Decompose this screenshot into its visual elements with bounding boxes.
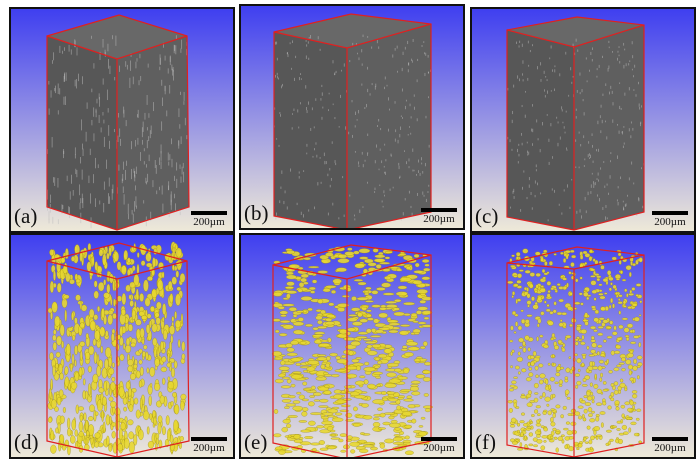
scale-bar-line	[191, 437, 227, 441]
scale-bar: 200µm	[652, 211, 688, 228]
scale-bar-line	[652, 211, 688, 215]
scale-bar-line	[421, 437, 457, 441]
scale-bar-line	[421, 208, 457, 212]
scale-bar-label: 200µm	[193, 216, 225, 228]
rendering-d	[11, 235, 233, 457]
scale-bar-label: 200µm	[654, 442, 686, 454]
scale-bar-label: 200µm	[654, 216, 686, 228]
panel-f: (f) 200µm	[470, 233, 696, 459]
scale-bar-line	[191, 211, 227, 215]
scale-bar: 200µm	[421, 437, 457, 454]
bounding-box-edges	[273, 13, 432, 228]
panel-label: (d)	[14, 430, 39, 454]
rendering-c	[472, 9, 694, 231]
panel-e: (e) 200µm	[239, 233, 465, 459]
scale-bar: 200µm	[191, 211, 227, 228]
panel-label: (b)	[244, 201, 269, 225]
bounding-box-edges	[506, 246, 645, 457]
panel-b: (b) 200µm	[239, 4, 465, 230]
bounding-box-edges	[46, 14, 190, 231]
scale-bar: 200µm	[191, 437, 227, 454]
bounding-box-edges	[506, 16, 645, 231]
panel-label: (f)	[475, 430, 496, 454]
panel-label: (c)	[475, 204, 499, 228]
scale-bar: 200µm	[652, 437, 688, 454]
scale-bar-label: 200µm	[193, 442, 225, 454]
scale-bar-label: 200µm	[423, 442, 455, 454]
panel-label: (e)	[244, 430, 268, 454]
panel-d: (d) 200µm	[9, 233, 235, 459]
panel-label: (a)	[14, 204, 38, 228]
rendering-b	[241, 6, 463, 228]
scale-bar: 200µm	[421, 208, 457, 225]
panel-a: (a) 200µm	[9, 7, 235, 233]
scale-bar-label: 200µm	[423, 213, 455, 225]
background	[472, 235, 694, 457]
scale-bar-line	[652, 437, 688, 441]
panel-c: (c) 200µm	[470, 7, 696, 233]
rendering-e	[241, 235, 463, 457]
bounding-box-edges	[46, 242, 190, 457]
rendering-a	[11, 9, 233, 231]
bounding-box-edges	[272, 244, 432, 457]
rendering-f	[472, 235, 694, 457]
